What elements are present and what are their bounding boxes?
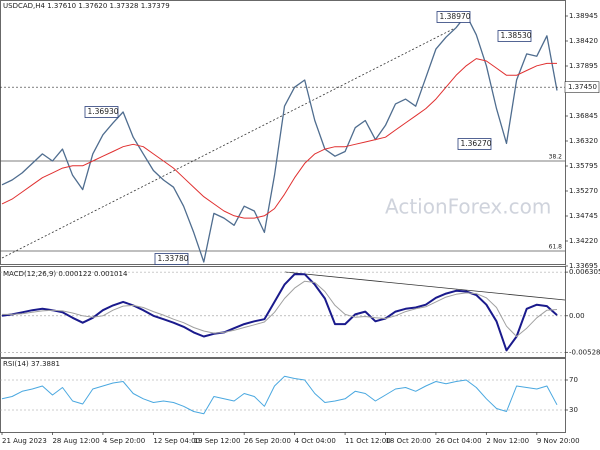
x-tick-label: 21 Aug 2023 [2,437,47,445]
annotation-box [436,11,471,23]
x-tick-label: 9 Nov 20:00 [537,437,580,445]
x-tick-label: 28 Aug 12:00 [52,437,99,445]
y-tick-label: 1.37895 [569,62,598,70]
trend-line [1,27,456,259]
y-tick-label: 1.35270 [569,187,598,195]
panel-border [0,0,566,265]
panel-title: RSI(14) 37.3881 [3,360,60,368]
annotation-label: 1.38970 [440,12,471,21]
annotation-box [154,253,189,265]
y-tick-label: 1.33695 [569,262,598,270]
x-tick-label: 26 Sep 20:00 [244,437,291,445]
x-tick-label: 4 Oct 04:00 [295,437,336,445]
x-tick-label: 2 Nov 12:00 [486,437,529,445]
annotation-box [497,30,532,42]
y-tick-label: 0.006305 [569,268,600,276]
annotation-label: 1.38530 [501,31,532,40]
fib-label: 61.8 [549,244,563,251]
panel-title: MACD(12,26,9) 0.000122 0.001014 [3,270,128,278]
x-tick-label: 18 Oct 20:00 [385,437,431,445]
series-line [2,280,558,337]
current-price-box [564,81,600,93]
y-tick-label: 1.34745 [569,212,598,220]
y-tick-label: 1.35795 [569,162,598,170]
panel-title: USDCAD,H4 1.37610 1.37620 1.37328 1.3737… [3,2,170,10]
fib-label: 38.2 [549,154,563,161]
panel-border [0,358,566,433]
annotation-label: 1.36930 [88,107,119,116]
y-tick-label: 1.38945 [569,12,598,20]
y-tick-label: 70 [569,376,578,384]
y-tick-label: 0.00 [569,312,585,320]
x-tick-label: 26 Oct 04:00 [436,437,482,445]
macd-trend-line [284,271,566,301]
layout [1,27,566,301]
series-line [1,58,557,219]
annotation-box [84,106,119,118]
y-tick-label: 1.34220 [569,237,598,245]
x-tick-label: 12 Sep 04:00 [153,437,200,445]
current-price-label: 1.37450 [568,83,597,91]
y-tick-label: 1.38420 [569,37,598,45]
y-tick-label: 1.36320 [569,137,598,145]
watermark: ActionForex.com [385,195,551,219]
annotation-label: 1.33780 [158,254,189,263]
annotation-box [457,138,492,150]
annotation-label: 1.36270 [461,139,492,148]
x-tick-label: 11 Oct 12:00 [345,437,391,445]
y-tick-label: -0.005283 [569,348,600,356]
series-line [1,375,558,415]
panel-border [0,266,566,358]
x-tick-label: 4 Sep 20:00 [103,437,145,445]
y-tick-label: 1.36845 [569,112,598,120]
x-tick-label: 19 Sep 12:00 [194,437,241,445]
y-tick-label: 30 [569,406,578,414]
